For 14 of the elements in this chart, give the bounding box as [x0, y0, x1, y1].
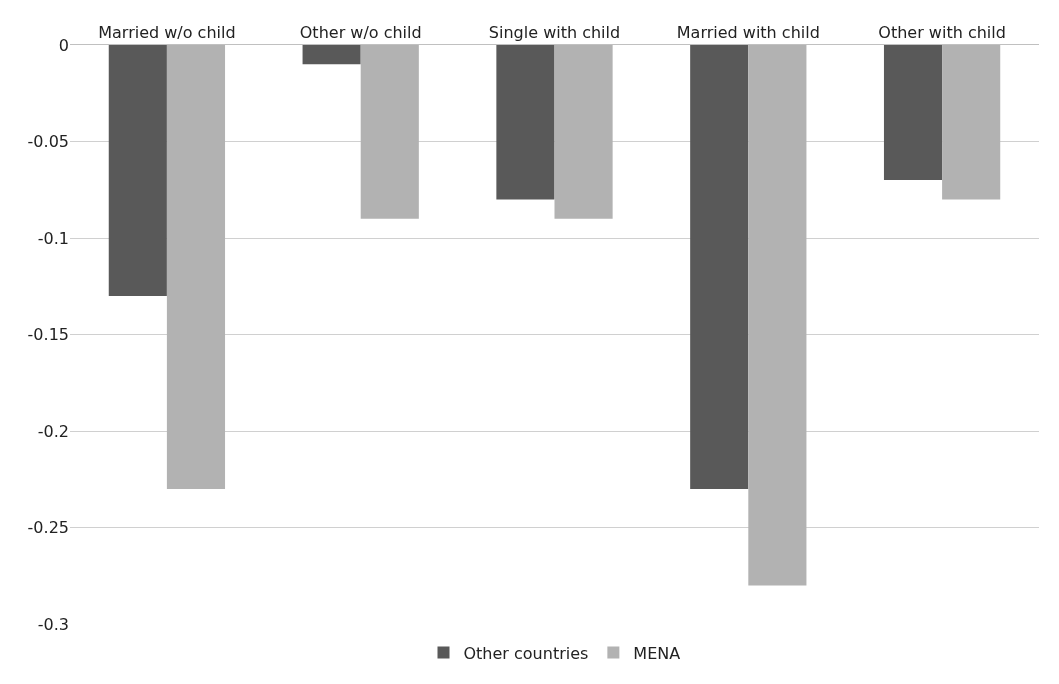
- x-tick-label: Married w/o child: [98, 22, 236, 42]
- x-tick-label: Married with child: [676, 22, 820, 42]
- legend-label: MENA: [633, 643, 681, 663]
- y-tick-label: -0.25: [27, 518, 69, 538]
- y-tick-label: -0.1: [37, 228, 69, 248]
- y-tick-label: -0.15: [27, 325, 69, 345]
- x-tick-label: Other w/o child: [299, 22, 422, 42]
- x-tick-label: Other with child: [878, 22, 1006, 42]
- y-tick-label: 0: [58, 35, 69, 55]
- y-tick-label: -0.2: [37, 421, 69, 441]
- x-tick-label: Single with child: [488, 22, 621, 42]
- y-tick-label: -0.05: [27, 132, 69, 152]
- legend-label: Other countries: [463, 643, 589, 663]
- y-tick-label: -0.3: [37, 614, 69, 634]
